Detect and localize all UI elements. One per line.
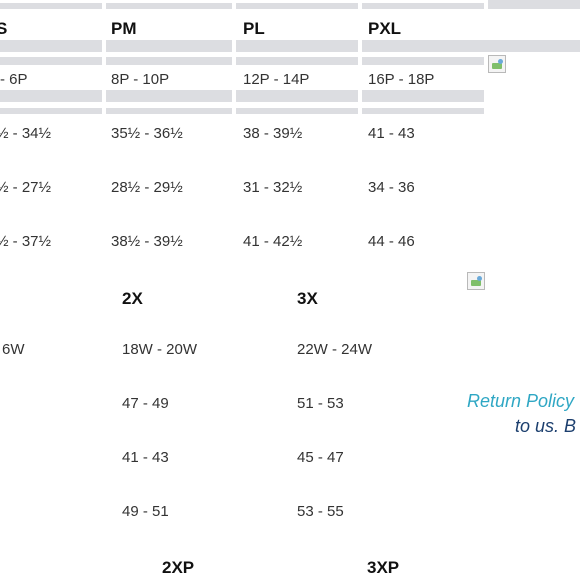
table-cell: 41 - 42½: [243, 233, 303, 250]
column-header: S: [0, 19, 8, 38]
broken-image-icon: [488, 55, 506, 73]
return-policy-link[interactable]: Return Policy: [467, 391, 575, 411]
row-divider: [362, 57, 484, 65]
row-divider: [106, 57, 232, 65]
table-cell: 22W - 24W: [297, 341, 373, 358]
table-cell: 8P - 10P: [111, 71, 170, 88]
column-header: PXL: [368, 19, 402, 38]
table-cell: 16P - 18P: [368, 71, 435, 88]
header-bar: [106, 3, 232, 9]
column-header: 2XP: [162, 558, 195, 577]
table-cell: 51 - 53: [297, 395, 344, 412]
table-cell: 12P - 14P: [243, 71, 310, 88]
row-divider: [236, 40, 358, 52]
row-divider: [0, 108, 102, 114]
table-cell: 41 - 43: [122, 449, 169, 466]
table-cell: ½ - 37½: [0, 233, 52, 250]
header-bar: [0, 3, 102, 9]
table-cell: - 6P: [0, 71, 28, 88]
table-cell: 34 - 36: [368, 179, 415, 196]
table-cell: 49 - 51: [122, 503, 169, 520]
column-header: PL: [243, 19, 265, 38]
table-cell: 18W - 20W: [122, 341, 198, 358]
column-header: PM: [111, 19, 137, 38]
row-divider: [236, 90, 358, 102]
table-cell: 38½ - 39½: [111, 233, 183, 250]
row-divider: [362, 90, 484, 102]
column-header: 3XP: [367, 558, 400, 577]
row-divider: [0, 40, 102, 52]
table-cell: ½ - 27½: [0, 179, 52, 196]
table-cell: 6W: [2, 341, 25, 358]
column-header: 2X: [122, 289, 143, 308]
row-divider: [0, 57, 102, 65]
row-divider: [236, 57, 358, 65]
table-cell: 44 - 46: [368, 233, 415, 250]
column-header: 3X: [297, 289, 318, 308]
table-cell: 45 - 47: [297, 449, 344, 466]
table-cell: 35½ - 36½: [111, 125, 183, 142]
header-bar: [362, 3, 484, 9]
table-cell: ½ - 34½: [0, 125, 52, 142]
broken-image-icon: [467, 272, 485, 290]
row-divider: [106, 90, 232, 102]
row-divider: [106, 40, 232, 52]
row-divider: [236, 108, 358, 114]
header-bar: [236, 3, 358, 9]
row-divider: [0, 90, 102, 102]
row-divider: [362, 40, 580, 52]
table-cell: 41 - 43: [368, 125, 415, 142]
table-cell: 31 - 32½: [243, 179, 303, 196]
row-divider: [106, 108, 232, 114]
table-cell: 47 - 49: [122, 395, 169, 412]
header-bar: [488, 0, 580, 9]
return-policy-text: to us. B: [515, 416, 577, 436]
table-cell: 38 - 39½: [243, 125, 303, 142]
table-cell: 53 - 55: [297, 503, 344, 520]
row-divider: [362, 108, 484, 114]
table-cell: 28½ - 29½: [111, 179, 183, 196]
